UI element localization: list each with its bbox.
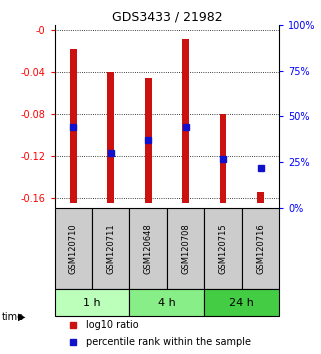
Bar: [242, 208, 279, 290]
Bar: [257, 192, 264, 203]
Text: GSM120716: GSM120716: [256, 223, 265, 274]
Bar: [107, 72, 114, 203]
Text: log10 ratio: log10 ratio: [86, 320, 139, 330]
Bar: [220, 114, 226, 203]
Text: 24 h: 24 h: [230, 298, 254, 308]
Text: 4 h: 4 h: [158, 298, 176, 308]
Text: GSM120648: GSM120648: [144, 223, 153, 274]
Text: ▶: ▶: [18, 312, 25, 322]
Text: time: time: [2, 312, 24, 322]
Text: GSM120710: GSM120710: [69, 223, 78, 274]
Title: GDS3433 / 21982: GDS3433 / 21982: [112, 11, 222, 24]
Bar: [145, 78, 152, 203]
Bar: [167, 208, 204, 290]
Text: percentile rank within the sample: percentile rank within the sample: [86, 337, 251, 347]
Bar: [204, 290, 279, 316]
Text: GSM120708: GSM120708: [181, 223, 190, 274]
Text: 1 h: 1 h: [83, 298, 101, 308]
Bar: [70, 49, 77, 203]
Bar: [55, 208, 92, 290]
Bar: [182, 39, 189, 203]
Text: GSM120711: GSM120711: [106, 223, 115, 274]
Bar: [204, 208, 242, 290]
Bar: [92, 208, 129, 290]
Bar: [129, 208, 167, 290]
Text: GSM120715: GSM120715: [219, 223, 228, 274]
Bar: [55, 290, 129, 316]
Bar: [129, 290, 204, 316]
